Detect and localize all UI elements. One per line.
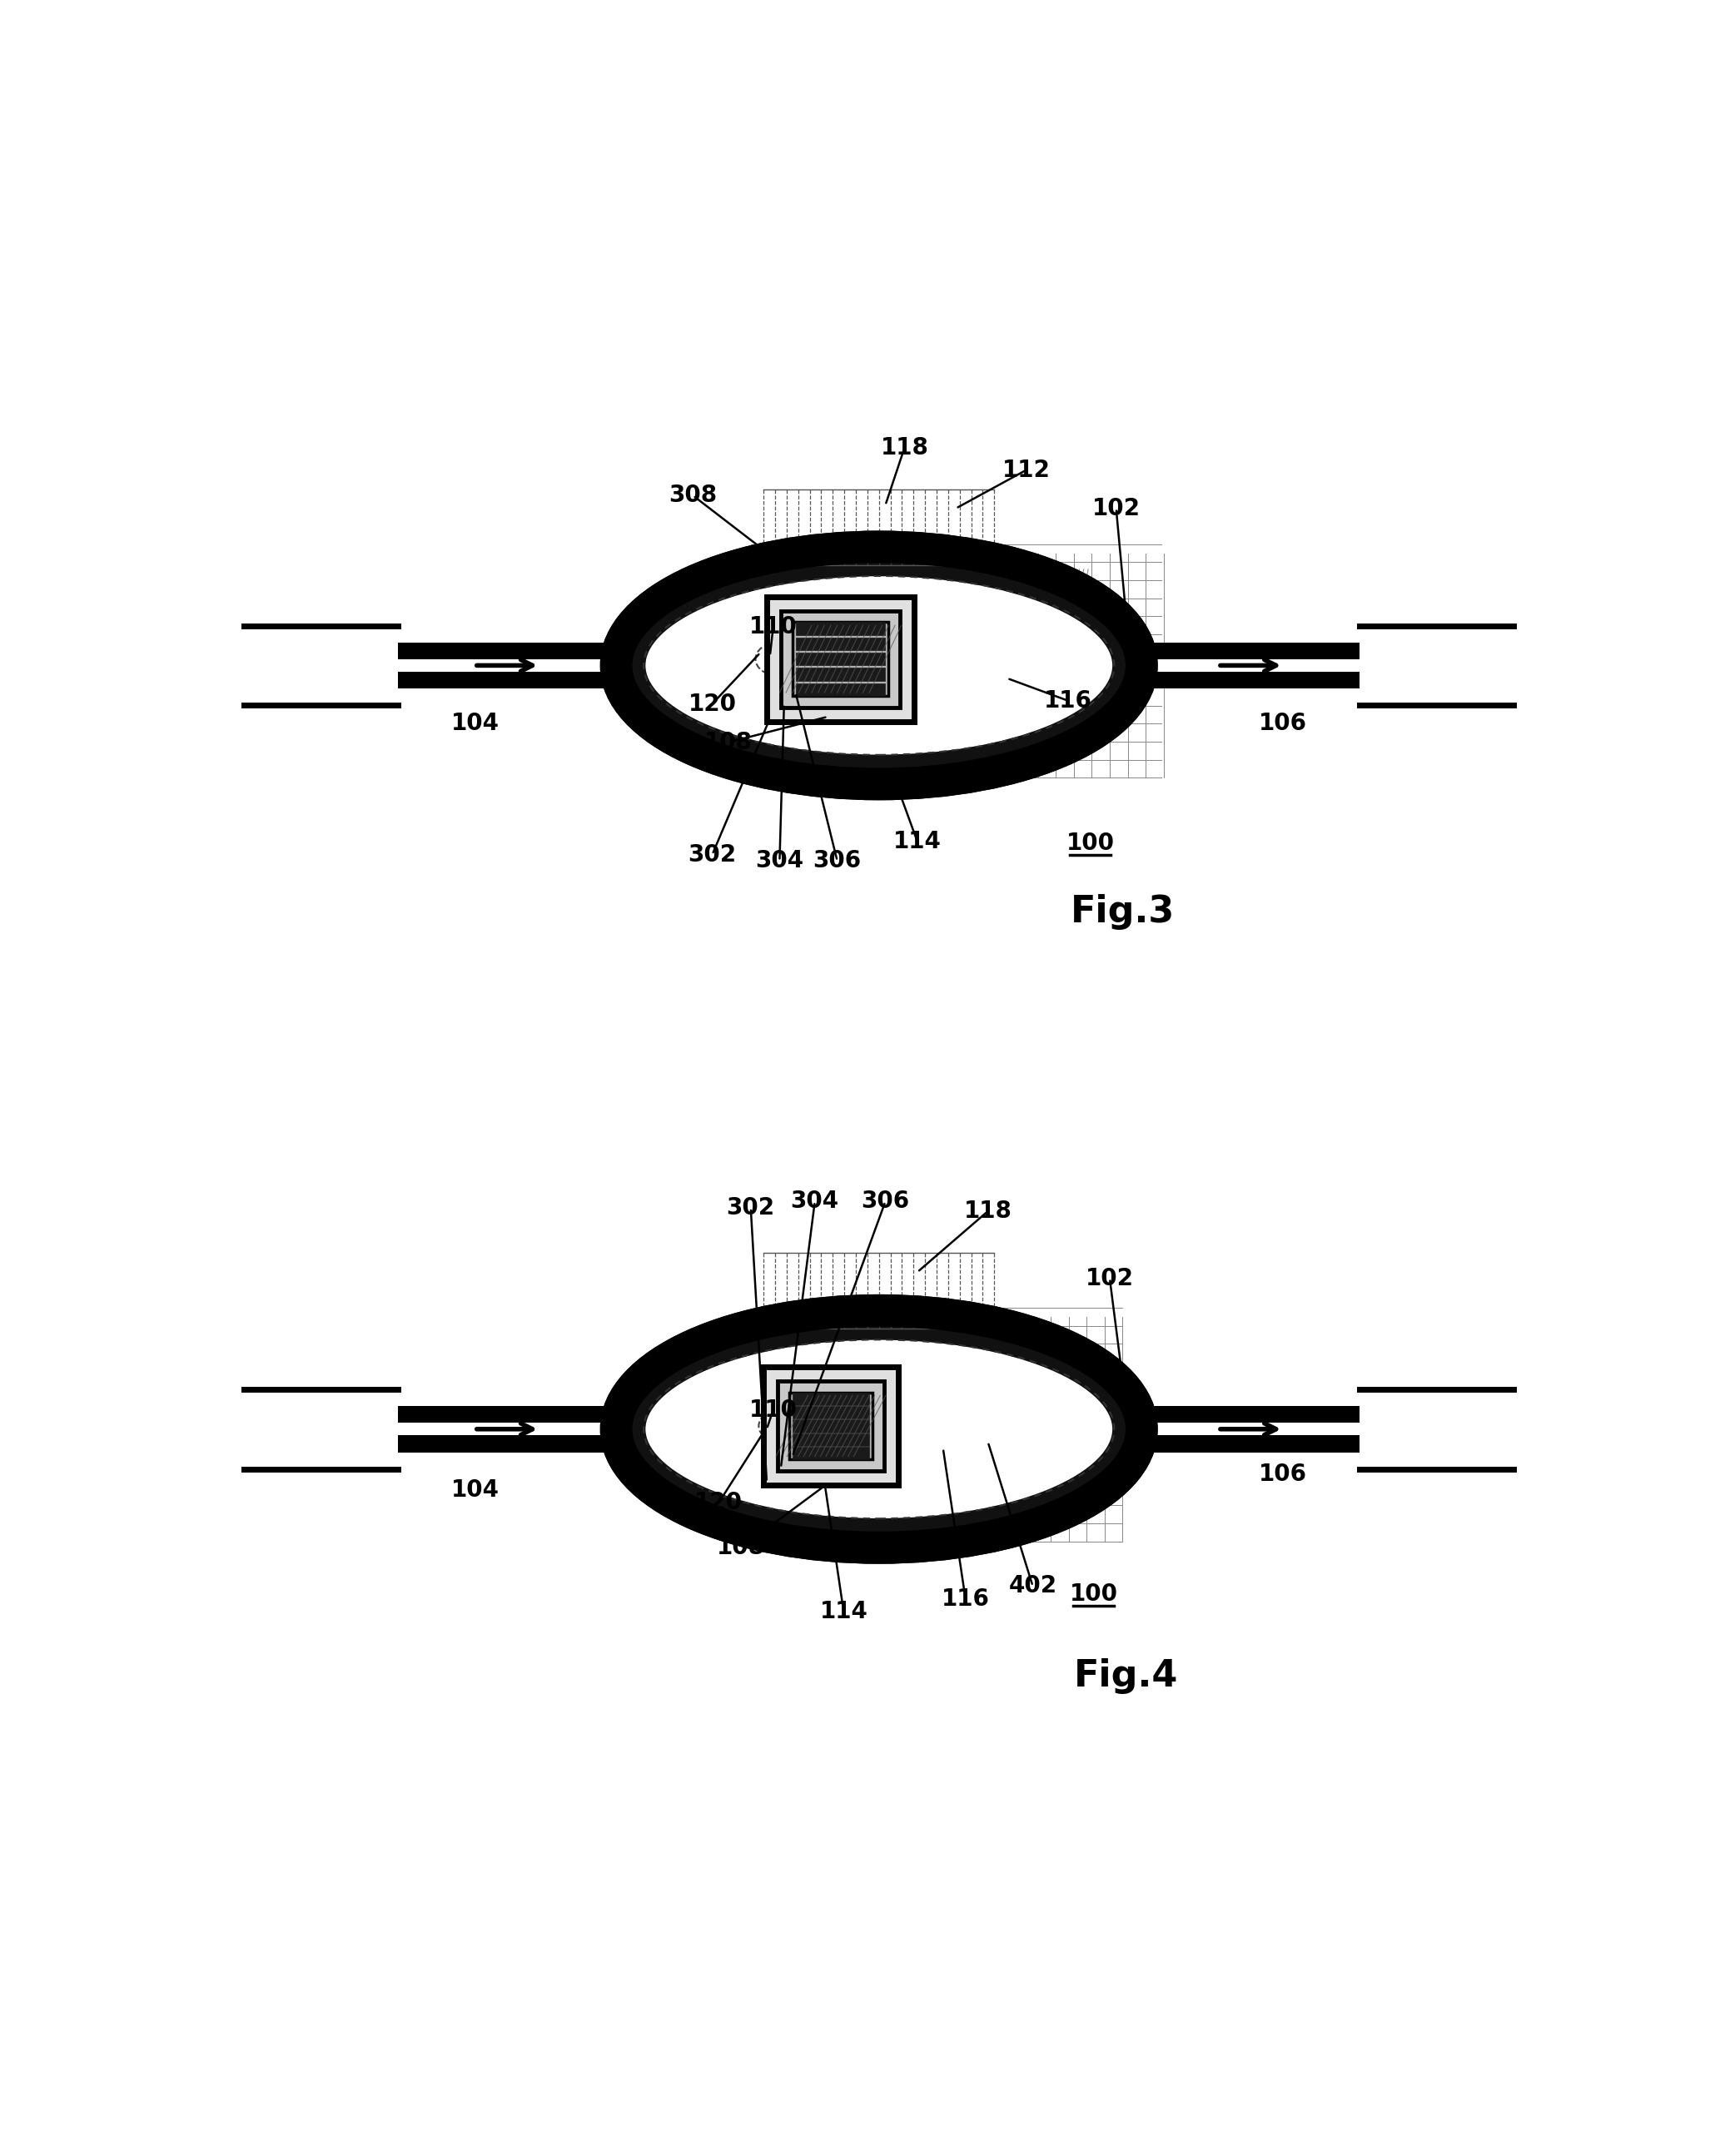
Text: 120: 120 <box>688 692 736 716</box>
Text: 104: 104 <box>451 1479 499 1501</box>
Text: 106: 106 <box>1259 1462 1307 1485</box>
Text: 100: 100 <box>1070 1583 1118 1606</box>
Bar <box>792 1447 870 1460</box>
Text: 116: 116 <box>942 1587 990 1611</box>
Text: 306: 306 <box>813 849 861 873</box>
Text: 114: 114 <box>820 1600 868 1623</box>
Text: 302: 302 <box>727 1197 775 1220</box>
Bar <box>796 623 885 636</box>
Bar <box>1142 642 1360 688</box>
Text: 306: 306 <box>861 1190 909 1214</box>
Bar <box>796 638 885 651</box>
Text: 100: 100 <box>1067 832 1115 854</box>
Text: 116: 116 <box>1044 690 1092 711</box>
Text: 118: 118 <box>964 1199 1012 1222</box>
Text: 304: 304 <box>791 1190 839 1214</box>
Bar <box>789 1393 873 1460</box>
Text: 102: 102 <box>1086 1268 1134 1289</box>
Bar <box>398 660 616 673</box>
Text: 108: 108 <box>717 1535 765 1559</box>
Bar <box>792 1419 870 1432</box>
Bar <box>763 1367 899 1485</box>
Bar <box>792 1434 870 1447</box>
Bar <box>777 1380 883 1470</box>
Text: 110: 110 <box>749 1399 797 1421</box>
Bar <box>796 683 885 696</box>
Bar <box>796 653 885 666</box>
Ellipse shape <box>616 548 1142 785</box>
Text: 106: 106 <box>1259 711 1307 735</box>
Text: 104: 104 <box>451 711 499 735</box>
Bar <box>796 668 885 681</box>
Text: 302: 302 <box>688 843 736 867</box>
Bar <box>398 1406 616 1453</box>
Bar <box>780 610 900 707</box>
Bar <box>398 642 616 688</box>
Bar <box>792 1406 870 1419</box>
Text: Fig.3: Fig.3 <box>1070 895 1175 929</box>
Text: 304: 304 <box>755 849 804 873</box>
Bar <box>1142 660 1360 673</box>
Text: 402: 402 <box>1008 1574 1056 1598</box>
Bar <box>1142 1423 1360 1436</box>
Bar <box>1142 1406 1360 1453</box>
Text: 120: 120 <box>695 1492 743 1514</box>
Text: 102: 102 <box>1092 496 1140 520</box>
Ellipse shape <box>640 571 1118 761</box>
Text: 110: 110 <box>749 614 797 638</box>
Text: 118: 118 <box>880 436 928 459</box>
Bar <box>398 1423 616 1436</box>
Ellipse shape <box>640 1335 1118 1524</box>
Bar <box>792 1393 870 1406</box>
Text: 112: 112 <box>1002 459 1051 481</box>
Text: 308: 308 <box>669 483 717 507</box>
Text: 114: 114 <box>894 830 942 854</box>
Text: Fig.4: Fig.4 <box>1074 1658 1178 1695</box>
Ellipse shape <box>616 1311 1142 1548</box>
Bar <box>767 597 914 722</box>
Bar <box>792 623 888 696</box>
Text: 108: 108 <box>705 731 753 755</box>
